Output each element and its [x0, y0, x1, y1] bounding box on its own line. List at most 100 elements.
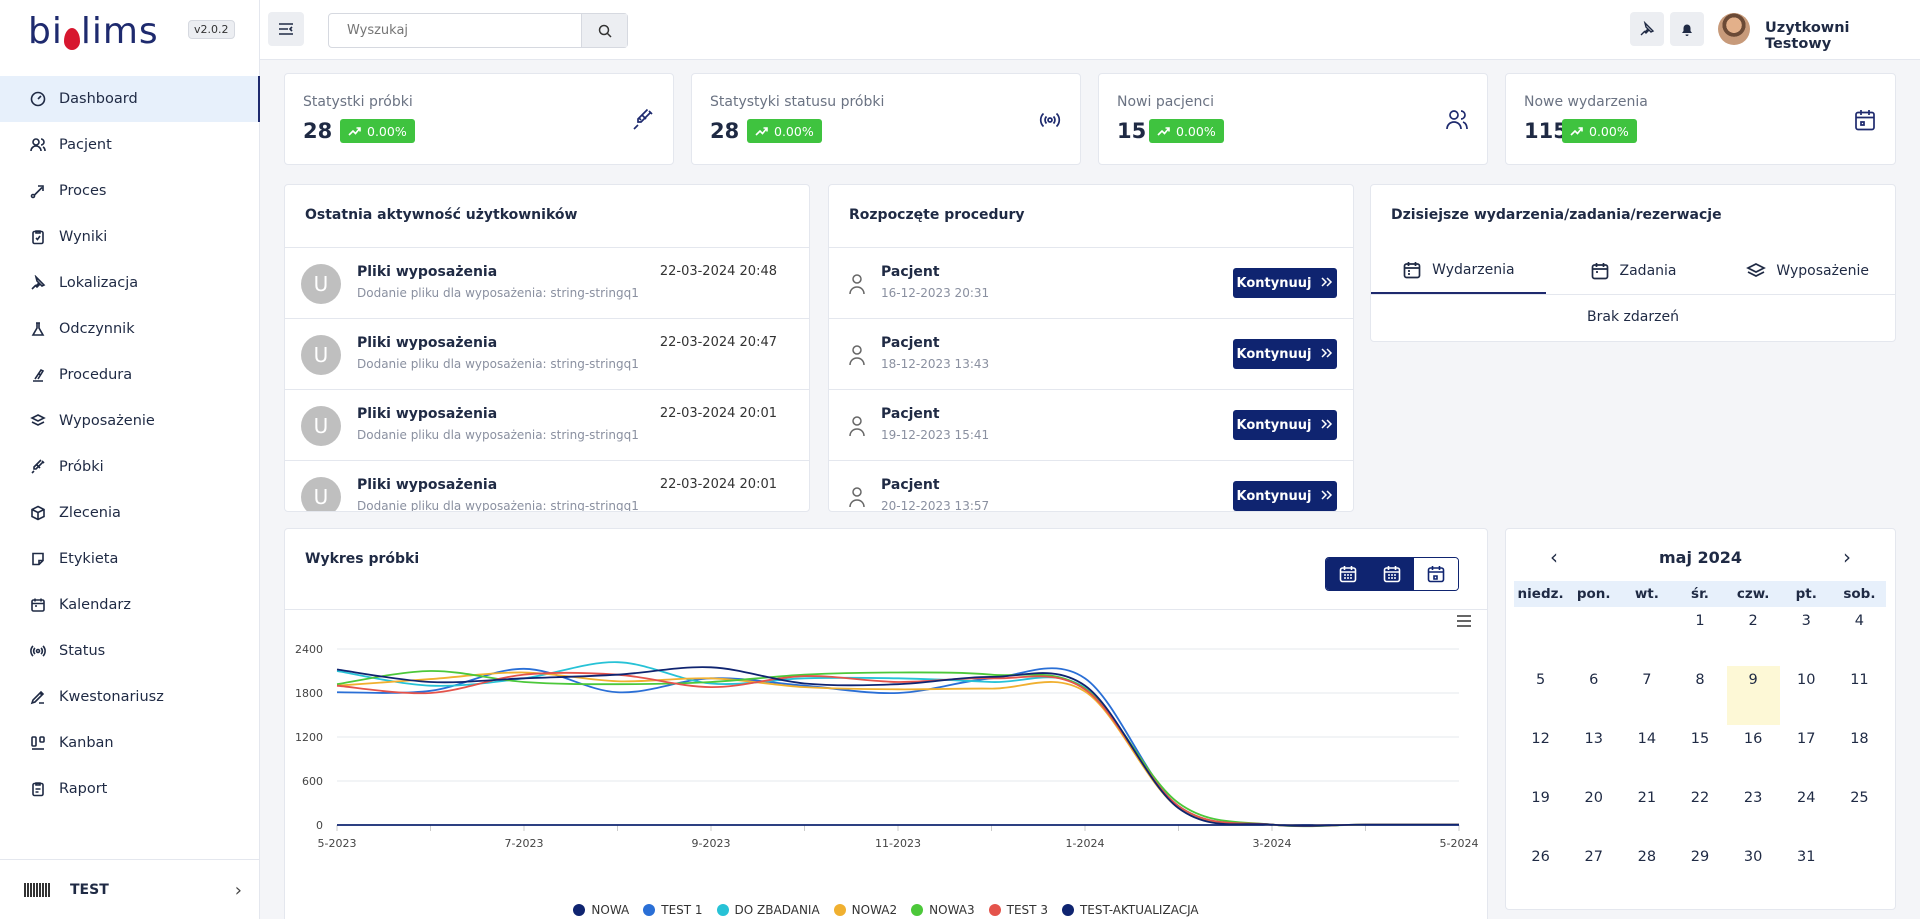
chevron-right-icon[interactable]: ›	[1843, 545, 1851, 569]
legend-item[interactable]: TEST-AKTUALIZACJA	[1061, 903, 1199, 917]
calendar-day[interactable]: 23	[1743, 790, 1763, 806]
tab-wyposazenie[interactable]: Wyposażenie	[1720, 247, 1895, 294]
user-name[interactable]: Uzytkowni Testowy	[1765, 20, 1850, 52]
search-button[interactable]	[581, 14, 627, 47]
activity-row[interactable]: U Pliki wyposażenia Dodanie pliku dla wypo…	[285, 390, 809, 461]
sidebar-item-odczynnik[interactable]: Odczynnik	[0, 306, 260, 352]
activity-avatar: U	[301, 406, 341, 446]
calendar-icon	[1339, 566, 1357, 583]
calendar-day[interactable]: 17	[1797, 731, 1816, 747]
chart-range-week-button[interactable]	[1370, 558, 1414, 590]
sidebar-item-raport[interactable]: Raport	[0, 766, 260, 812]
user-avatar[interactable]	[1718, 13, 1750, 45]
x-tick-label: 5-2024	[1440, 837, 1479, 850]
org-switcher[interactable]: TEST ›	[0, 859, 260, 919]
legend-marker	[988, 904, 1001, 916]
procedure-date: 20-12-2023 13:57	[881, 499, 990, 512]
activity-row[interactable]: U Pliki wyposażenia Dodanie pliku dla wypo…	[285, 319, 809, 390]
continue-button[interactable]: Kontynuuj	[1233, 268, 1337, 298]
sidebar-item-lokalizacja[interactable]: Lokalizacja	[0, 260, 260, 306]
continue-button[interactable]: Kontynuuj	[1233, 410, 1337, 440]
search-input[interactable]	[329, 14, 579, 47]
calendar-day[interactable]: 26	[1531, 849, 1550, 865]
calendar-grid: niedz. pon. wt. śr. czw. pt. sob. 1 2 3 4 5 6 7 8 9 10 1…	[1514, 581, 1886, 902]
tab-zadania[interactable]: Zadania	[1546, 247, 1721, 294]
calendar-day[interactable]: 5	[1535, 672, 1546, 688]
series-line-nowa2[interactable]	[336, 671, 1459, 827]
kalendarz-icon	[29, 596, 47, 614]
legend-item[interactable]: TEST 3	[988, 903, 1048, 917]
legend-item[interactable]: NOWA	[573, 903, 629, 917]
calendar-day[interactable]: 31	[1797, 849, 1816, 865]
legend-item[interactable]: NOWA2	[833, 903, 897, 917]
activity-row[interactable]: U Pliki wyposażenia Dodanie pliku dla wypo…	[285, 461, 809, 511]
calendar-day[interactable]: 1	[1695, 613, 1705, 629]
calendar-day[interactable]: 28	[1637, 849, 1657, 865]
sidebar-item-etykieta[interactable]: Etykieta	[0, 536, 260, 582]
activity-row[interactable]: U Pliki wyposażenia Dodanie pliku dla wypo…	[285, 248, 809, 319]
calendar-day[interactable]: 2	[1748, 613, 1758, 629]
calendar-day[interactable]: 21	[1637, 790, 1657, 806]
series-line-test-3[interactable]	[336, 671, 1459, 827]
continue-button[interactable]: Kontynuuj	[1233, 339, 1337, 369]
calendar-day[interactable]: 10	[1797, 672, 1816, 688]
sidebar-item-kwestonariusz[interactable]: Kwestonariusz	[0, 674, 260, 720]
double-chevron-right-icon	[1321, 418, 1333, 433]
notifications-button[interactable]	[1670, 12, 1704, 46]
sidebar-item-kalendarz[interactable]: Kalendarz	[0, 582, 260, 628]
chart-menu-icon[interactable]	[1457, 615, 1471, 627]
calendar-day[interactable]: 13	[1584, 731, 1603, 747]
sidebar-item-zlecenia[interactable]: Zlecenia	[0, 490, 260, 536]
legend-item[interactable]: TEST 1	[643, 903, 703, 917]
calendar-day[interactable]: 11	[1850, 672, 1869, 688]
double-chevron-right-icon	[1321, 347, 1333, 362]
chevron-right-icon[interactable]: ›	[234, 880, 242, 901]
calendar-day[interactable]: 18	[1850, 731, 1869, 747]
sidebar-item-procedura[interactable]: Procedura	[0, 352, 260, 398]
calendar-day[interactable]: 19	[1531, 790, 1550, 806]
continue-label: Kontynuuj	[1236, 346, 1312, 362]
calendar-day[interactable]: 6	[1589, 672, 1599, 688]
chart-range-day-button[interactable]	[1326, 558, 1370, 590]
calendar-day[interactable]: 20	[1584, 790, 1603, 806]
calendar-day[interactable]: 8	[1695, 672, 1705, 688]
calendar-day[interactable]: 7	[1642, 672, 1652, 688]
calendar-day[interactable]: 27	[1584, 849, 1603, 865]
procedure-title: Pacjent	[881, 477, 940, 493]
tab-wydarzenia[interactable]: Wydarzenia	[1371, 247, 1546, 294]
menu-toggle-button[interactable]	[268, 12, 304, 46]
calendar-day[interactable]: 12	[1531, 731, 1550, 747]
chart-range-month-button[interactable]	[1414, 558, 1458, 590]
sidebar-item-pacjent[interactable]: Pacjent	[0, 122, 260, 168]
sidebar-item-dashboard[interactable]: Dashboard	[0, 76, 260, 122]
legend-item[interactable]: DO ZBADANIA	[716, 903, 820, 917]
calendar-day[interactable]: 25	[1850, 790, 1869, 806]
calendar-day[interactable]: 24	[1797, 790, 1816, 806]
series-line-nowa3[interactable]	[336, 670, 1459, 828]
series-line-test-1[interactable]	[336, 667, 1459, 827]
sidebar-item-proces[interactable]: Proces	[0, 168, 260, 214]
sidebar-item-label: Pacjent	[59, 137, 112, 153]
chevron-left-icon[interactable]: ‹	[1550, 545, 1558, 569]
calendar-day[interactable]: 4	[1854, 613, 1865, 629]
calendar-day[interactable]: 14	[1637, 731, 1657, 747]
app-logo[interactable]: bi lims	[28, 6, 159, 54]
sidebar-item-wyniki[interactable]: Wyniki	[0, 214, 260, 260]
sidebar-item-kanban[interactable]: Kanban	[0, 720, 260, 766]
calendar-day[interactable]: 9	[1726, 666, 1780, 725]
calendar-day[interactable]: 30	[1743, 849, 1763, 865]
pin-button[interactable]	[1630, 12, 1664, 46]
sidebar-item-label: Zlecenia	[59, 505, 121, 521]
sidebar-item-probki[interactable]: Próbki	[0, 444, 260, 490]
calendar-day[interactable]: 16	[1743, 731, 1763, 747]
calendar-day[interactable]: 22	[1690, 790, 1710, 806]
calendar-day[interactable]: 3	[1801, 613, 1811, 629]
legend-item[interactable]: NOWA3	[911, 903, 975, 917]
series-line-do-zbadania[interactable]	[336, 661, 1459, 827]
series-line-test-aktualizacja[interactable]	[336, 666, 1459, 827]
sidebar-item-status[interactable]: Status	[0, 628, 260, 674]
sidebar-item-wyposazenie[interactable]: Wyposażenie	[0, 398, 260, 444]
calendar-day[interactable]: 15	[1690, 731, 1710, 747]
continue-button[interactable]: Kontynuuj	[1233, 481, 1337, 511]
calendar-day[interactable]: 29	[1690, 849, 1710, 865]
